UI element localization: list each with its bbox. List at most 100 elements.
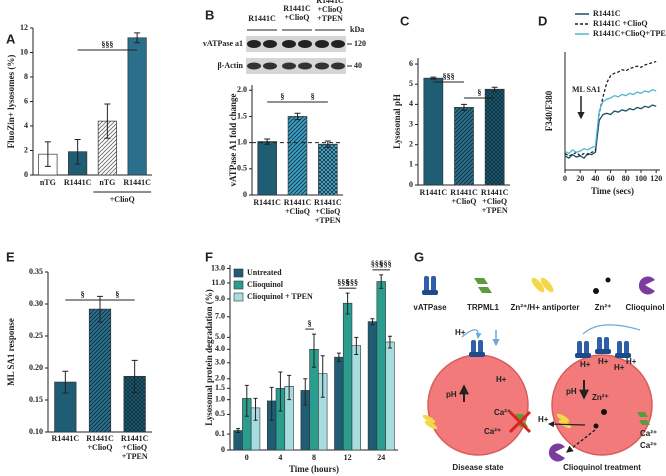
- y-axis-title: Lysosomal pH: [392, 94, 402, 149]
- y-tick-label: 5: [409, 79, 413, 88]
- proton-label: H+: [626, 357, 637, 366]
- y-tick-label: 0.25: [29, 331, 43, 340]
- error-bar: [97, 295, 103, 323]
- error-bar: [320, 355, 325, 398]
- bar: [318, 143, 338, 196]
- category-label: R1441C +ClioQ: [450, 188, 478, 206]
- category-label: R1441C +ClioQ +TPEN: [316, 0, 344, 23]
- significance-label: §: [308, 319, 312, 328]
- significance-label: §§§: [380, 260, 392, 269]
- category-label: R1441C: [248, 14, 276, 23]
- legend-label: TRPML1: [467, 303, 500, 312]
- error-bar: [44, 141, 51, 167]
- x-tick-label: 0: [563, 174, 567, 183]
- error-bar: [131, 359, 138, 393]
- y-tick-label: 0: [24, 170, 28, 179]
- y-tick-label: 0.20: [29, 363, 43, 372]
- x-tick-label: 100: [635, 174, 647, 183]
- significance-label: §§§: [443, 72, 455, 81]
- error-bar: [244, 384, 249, 417]
- error-bar: [264, 138, 271, 145]
- blot-band: [282, 62, 296, 70]
- error-bar: [387, 335, 392, 349]
- category-label: R1441C +ClioQ: [283, 198, 312, 216]
- category-label: R1441C +ClioQ +TPEN: [120, 434, 149, 461]
- error-bar: [303, 378, 308, 406]
- category-label-box: R1441C +ClioQ +TPEN: [314, 198, 342, 225]
- trpml1-icon: [474, 278, 492, 293]
- y-tick-label: 8: [24, 72, 28, 81]
- category-label-box: R1441C: [64, 178, 92, 187]
- category-label-box: R1441C +ClioQ +TPEN: [481, 188, 509, 215]
- panel-letter: C: [400, 13, 410, 28]
- legend-label: Clioquinol: [625, 303, 664, 312]
- significance-label: §: [115, 290, 119, 299]
- category-label-box: R1441C: [52, 434, 80, 443]
- error-bar: [324, 140, 331, 148]
- y-tick-label: 0.5: [237, 164, 247, 173]
- y-axis-title: F340/F380: [544, 90, 554, 131]
- bar: [385, 341, 395, 451]
- blot-band: [298, 62, 312, 70]
- category-label-box: R1441C +ClioQ: [86, 434, 114, 452]
- category-label: R1441C +ClioQ: [86, 434, 114, 452]
- antiporter-icon: [531, 277, 554, 293]
- blot-row-label: β-Actin: [217, 61, 243, 70]
- proton-arrow: [548, 421, 586, 428]
- significance-label: §§§: [101, 40, 113, 49]
- significance-label: §: [81, 290, 85, 299]
- bar: [127, 37, 147, 176]
- x-axis-title: Time (secs): [591, 186, 634, 196]
- x-tick-label: 80: [622, 174, 630, 183]
- x-axis-title: Time (hours): [289, 464, 339, 474]
- blot-band: [315, 62, 329, 70]
- y-tick-label: 10: [20, 47, 28, 56]
- legend-label: R1441C: [593, 9, 621, 18]
- y-tick-label: 4.0: [215, 344, 225, 353]
- y-tick-label: 2: [409, 140, 413, 149]
- y-tick-label: 0.10: [29, 427, 43, 436]
- error-bar: [354, 336, 359, 355]
- error-bar: [294, 112, 301, 121]
- bar: [88, 308, 112, 433]
- category-label-box: R1441C: [123, 178, 151, 187]
- y-tick-label: 13.0: [211, 263, 225, 272]
- y-tick-label: 11.0: [211, 278, 225, 287]
- vatpase-icon: [422, 276, 438, 295]
- calcium-label: Ca²⁺: [494, 408, 511, 417]
- error-bar: [134, 32, 141, 44]
- error-bar: [491, 86, 498, 92]
- y-tick-label: 0.1: [215, 429, 225, 438]
- bar: [367, 321, 378, 451]
- ph-label: pH: [566, 387, 577, 396]
- bar: [351, 345, 362, 451]
- x-tick-label: 20: [576, 174, 584, 183]
- legend-label: Zn²⁺/H+ antiporter: [511, 303, 580, 312]
- blot-band: [247, 62, 261, 70]
- calcium-label: Ca²⁺: [484, 427, 501, 436]
- legend-label: R1441C +ClioQ: [593, 19, 648, 28]
- y-tick-label: 0.5: [215, 409, 225, 418]
- category-label-box: R1441C +ClioQ: [450, 188, 478, 206]
- annotation: ML SA1: [572, 85, 601, 94]
- blot-band: [282, 40, 296, 48]
- category-label: nTG: [39, 178, 56, 187]
- y-tick-label: 9.0: [215, 294, 225, 303]
- zinc-dot: [593, 288, 599, 294]
- trpml1-icon: [637, 412, 650, 425]
- significance-label: §§§: [371, 260, 383, 269]
- y-tick-label: 1: [409, 160, 413, 169]
- y-tick-label: 4: [409, 99, 413, 108]
- error-bar: [269, 386, 274, 421]
- error-bar: [104, 103, 111, 139]
- y-axis-title: FluoZin+ lysosomes (%): [6, 55, 16, 149]
- category-label-box: R1441C: [248, 14, 276, 23]
- bar: [454, 107, 474, 186]
- legend-label: Untreated: [247, 268, 282, 277]
- bar: [484, 88, 505, 186]
- y-tick-label: 3: [409, 119, 413, 128]
- bar: [257, 141, 277, 196]
- bar: [376, 281, 386, 451]
